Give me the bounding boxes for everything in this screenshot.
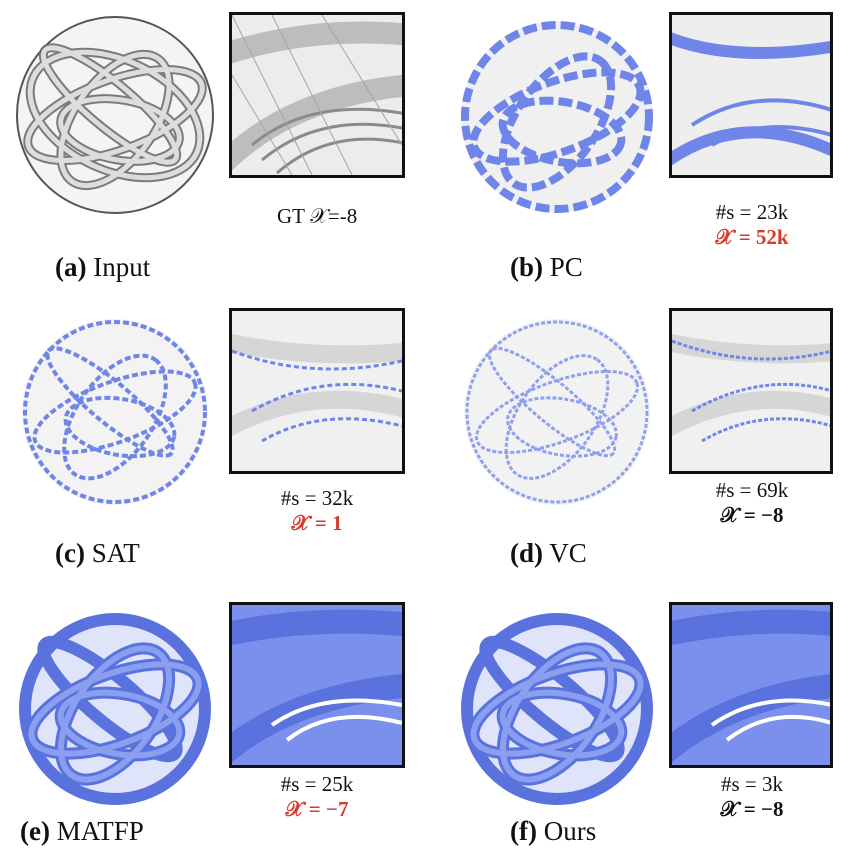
caption-b-letter: (b) — [510, 252, 543, 282]
caption-c-letter: (c) — [55, 538, 85, 568]
caption-e: (e) MATFP — [20, 816, 144, 847]
caption-a: (a) Input — [55, 252, 150, 283]
caption-d-name: VC — [549, 538, 587, 568]
caption-b-name: PC — [549, 252, 583, 282]
vc-render — [452, 312, 662, 512]
matfp-stats: #s = 25k 𝒳 = −7 — [237, 772, 397, 822]
matfp-sphere-count: #s = 25k — [280, 772, 354, 796]
pc-stats: #s = 23k 𝒳 = 52k — [672, 200, 832, 250]
matfp-zoom-inset — [229, 602, 405, 768]
caption-d: (d) VC — [510, 538, 587, 569]
ours-euler-characteristic: 𝒳 = −8 — [720, 797, 784, 821]
sat-stats: #s = 32k 𝒳 = 1 — [237, 486, 397, 536]
matfp-euler-characteristic: 𝒳 = −7 — [285, 797, 349, 821]
sat-zoom-inset — [229, 308, 405, 474]
caption-f-name: Ours — [543, 816, 597, 846]
sat-euler-characteristic: 𝒳 = 1 — [291, 511, 343, 535]
caption-e-name: MATFP — [56, 816, 144, 846]
ours-stats: #s = 3k 𝒳 = −8 — [672, 772, 832, 822]
pc-render — [452, 12, 662, 222]
caption-f: (f) Ours — [510, 816, 596, 847]
ours-zoom-inset — [669, 602, 833, 768]
vc-euler-characteristic: 𝒳 = −8 — [720, 503, 784, 527]
caption-a-letter: (a) — [55, 252, 87, 282]
pc-euler-characteristic: 𝒳 = 52k — [715, 225, 789, 249]
caption-a-name: Input — [93, 252, 151, 282]
sat-sphere-count: #s = 32k — [280, 486, 354, 510]
caption-c: (c) SAT — [55, 538, 140, 569]
caption-f-letter: (f) — [510, 816, 537, 846]
caption-b: (b) PC — [510, 252, 583, 283]
ours-render — [452, 604, 662, 814]
input-zoom-inset — [229, 12, 405, 178]
matfp-render — [10, 604, 220, 814]
ours-sphere-count: #s = 3k — [720, 772, 783, 796]
caption-c-name: SAT — [91, 538, 140, 568]
sat-render — [10, 312, 220, 512]
input-mesh-render — [10, 10, 220, 220]
vc-sphere-count: #s = 69k — [715, 478, 789, 502]
vc-stats: #s = 69k 𝒳 = −8 — [672, 478, 832, 528]
caption-e-letter: (e) — [20, 816, 50, 846]
ground-truth-label: GT 𝒳=-8 — [277, 204, 358, 228]
vc-zoom-inset — [669, 308, 833, 474]
pc-zoom-inset — [669, 12, 833, 178]
pc-sphere-count: #s = 23k — [715, 200, 789, 224]
caption-d-letter: (d) — [510, 538, 543, 568]
